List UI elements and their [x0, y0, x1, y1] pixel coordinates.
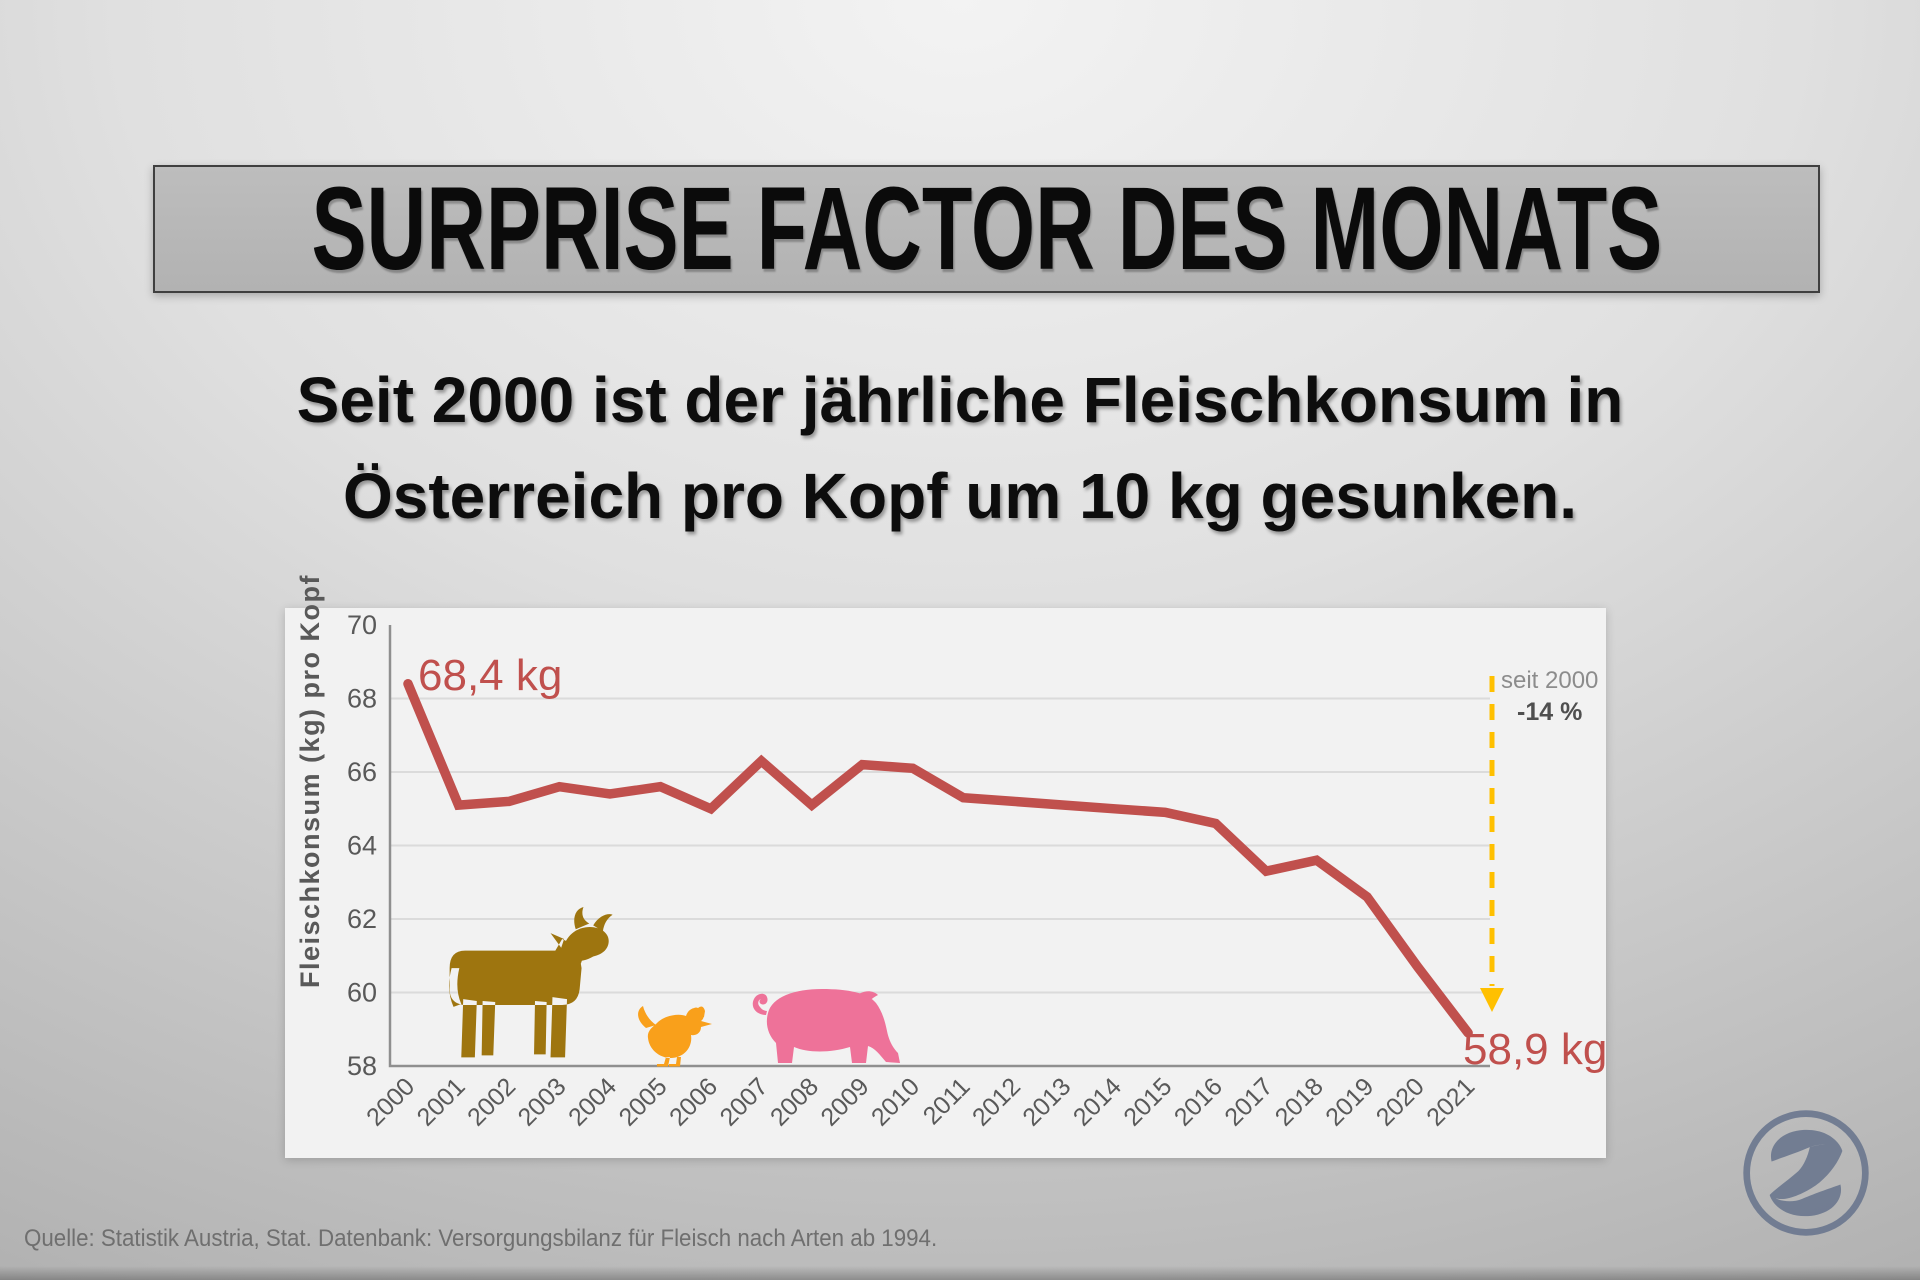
x-tick-label: 2021 [1421, 1072, 1480, 1131]
end-value-label: 58,9 kg [1463, 1025, 1607, 1074]
start-value-label: 68,4 kg [418, 651, 562, 700]
y-tick-label: 62 [347, 904, 377, 934]
title-banner: SURPRISE FACTOR DES MONATS [153, 163, 1820, 295]
x-tick-label: 2000 [361, 1072, 420, 1131]
y-tick-label: 70 [347, 610, 377, 640]
x-tick-label: 2019 [1320, 1072, 1379, 1131]
x-tick-label: 2014 [1068, 1072, 1127, 1131]
x-tick-label: 2012 [967, 1072, 1026, 1131]
logo-s-icon [1743, 1110, 1869, 1236]
subtitle-line-2: Österreich pro Kopf um 10 kg gesunken. [342, 460, 1578, 532]
x-tick-label: 2010 [866, 1072, 925, 1131]
x-tick-label: 2003 [513, 1072, 572, 1131]
y-tick-label: 64 [347, 831, 377, 861]
subtitle-line-1: Seit 2000 ist der jährliche Fleischkonsu… [296, 364, 1624, 436]
x-tick-label: 2009 [815, 1072, 874, 1131]
x-tick-label: 2001 [412, 1072, 471, 1131]
y-tick-label: 60 [347, 978, 377, 1008]
chart-plot: 5860626466687020002001200220032004200520… [295, 574, 1607, 1132]
chart-panel: 58 60 62 64 66 68 70 2000 2001 2002 2003 2004 2005 20… [285, 574, 1607, 1158]
change-percent-label: -14 % [1517, 698, 1582, 726]
x-tick-label: 2018 [1270, 1072, 1329, 1131]
y-axis-title: Fleischkonsum (kg) pro Kopf [295, 574, 325, 988]
page-title: SURPRISE FACTOR DES MONATS [311, 163, 1662, 295]
x-tick-label: 2011 [918, 1072, 976, 1130]
x-tick-label: 2017 [1219, 1072, 1278, 1131]
x-tick-label: 2015 [1118, 1072, 1177, 1131]
consumption-line [403, 679, 1473, 1038]
x-tick-label: 2016 [1169, 1072, 1228, 1131]
source-note: Quelle: Statistik Austria, Stat. Datenba… [24, 1225, 938, 1252]
y-tick-label: 66 [347, 757, 377, 787]
y-tick-label: 68 [347, 684, 377, 714]
x-tick-label: 2008 [765, 1072, 824, 1131]
decline-arrowhead-icon [1480, 988, 1504, 1012]
x-tick-label: 2013 [1017, 1072, 1076, 1131]
x-tick-label: 2007 [715, 1072, 774, 1131]
change-period-label: seit 2000 [1501, 667, 1598, 694]
axis-lines [388, 625, 1490, 1068]
subtitle: Seit 2000 ist der jährliche Fleischkonsu… [0, 352, 1920, 544]
chicken-icon [638, 1006, 712, 1067]
x-tick-label: 2004 [563, 1072, 622, 1131]
slide-bottom-shadow [0, 1266, 1920, 1280]
y-tick-label: 58 [347, 1051, 377, 1081]
x-tick-label: 2020 [1371, 1072, 1430, 1131]
x-tick-label: 2006 [664, 1072, 723, 1131]
chart-overlay: Fleischkonsum (kg) pro Kopf 68,4 kg 58,9… [295, 574, 1607, 1074]
x-tick-label: 2002 [462, 1072, 521, 1131]
cow-icon [449, 906, 613, 1058]
x-tick-label: 2005 [614, 1072, 673, 1131]
pig-icon [752, 989, 900, 1063]
